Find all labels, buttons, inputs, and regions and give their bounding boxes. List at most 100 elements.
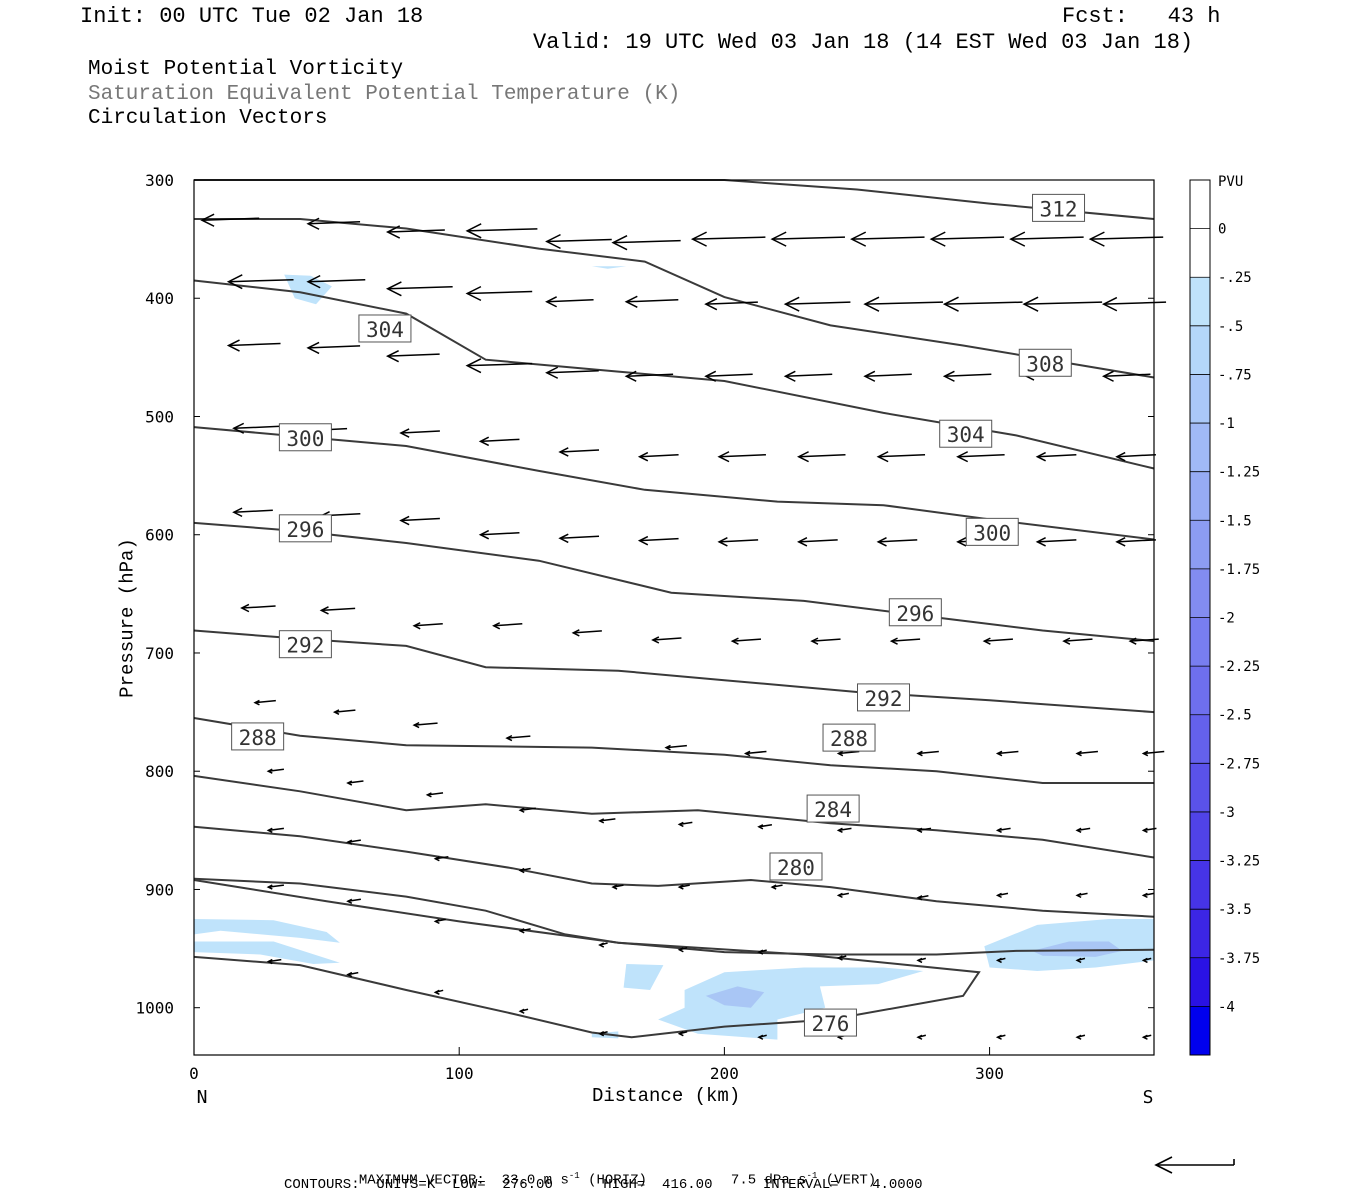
vector-head <box>836 892 843 899</box>
vector-arrow-1-3 <box>465 223 538 239</box>
vector-arrow-5-2 <box>399 515 440 526</box>
vector-shaft <box>639 453 679 458</box>
colorbar-label-7: -1.75 <box>1218 562 1260 578</box>
vector-arrow-2-10 <box>1022 296 1103 312</box>
vector-shaft <box>626 299 679 303</box>
vector-head <box>836 955 843 961</box>
vector-head <box>876 451 889 463</box>
contour-label-text: 304 <box>947 423 985 447</box>
vector-shaft <box>387 353 440 357</box>
vector-shaft <box>811 638 841 642</box>
vector-shaft <box>559 535 600 540</box>
vector-head <box>545 233 561 250</box>
vector-arrow-3-0 <box>226 339 281 352</box>
vector-head <box>558 447 569 457</box>
vector-arrow-6-1 <box>319 606 356 615</box>
vector-arrow-3-6 <box>704 370 753 382</box>
vector-head <box>995 892 1002 899</box>
vector-head <box>743 750 751 757</box>
vector-head <box>916 750 923 757</box>
contour-label-e2: 296 <box>278 514 332 543</box>
vector-shaft <box>1116 539 1156 543</box>
vector-shaft <box>891 638 921 642</box>
vector-head <box>730 637 739 645</box>
vector-head <box>889 637 898 645</box>
vector-arrow-7-4 <box>664 744 687 751</box>
vector-head <box>478 529 490 540</box>
vector-shaft <box>573 630 602 634</box>
contour-label-box <box>822 723 876 752</box>
colorbar-cell-14 <box>1190 860 1210 910</box>
vector-arrow-4-0 <box>232 422 281 434</box>
vector-shaft <box>944 301 1023 305</box>
y-tick-label-700: 700 <box>145 644 174 663</box>
vector-head <box>1088 231 1105 247</box>
vector-arrow-2-1 <box>306 274 366 289</box>
contour-label-c9: 308 <box>1018 348 1072 377</box>
vector-head <box>385 281 402 297</box>
vector-head <box>757 1034 764 1040</box>
vector-arrow-11-1 <box>346 971 359 978</box>
vector-head <box>399 515 410 526</box>
init-time: Init: 00 UTC Tue 02 Jan 18 <box>80 4 424 29</box>
vector-head <box>266 827 273 834</box>
vector-shaft <box>719 539 759 543</box>
vector-arrow-6-10 <box>1062 637 1093 645</box>
vector-shaft <box>639 537 679 542</box>
colorbar-label-3: -.75 <box>1218 367 1252 383</box>
vector-shaft <box>347 780 364 784</box>
contour-label-text: 300 <box>286 427 324 451</box>
title-vectors: Circulation Vectors <box>88 107 328 130</box>
contour-label-text: 288 <box>239 726 277 750</box>
vector-shaft <box>414 623 443 627</box>
vector-shaft <box>997 750 1019 755</box>
vector-arrow-10-5 <box>677 947 688 953</box>
vector-arrow-2-5 <box>624 295 679 308</box>
colorbar-cell-5 <box>1190 423 1210 472</box>
vector-head <box>385 350 399 363</box>
vector-arrow-6-0 <box>240 603 276 613</box>
vector-arrow-9-11 <box>1141 892 1154 899</box>
vector-head <box>346 780 353 786</box>
vector-head <box>346 971 353 978</box>
vector-arrow-11-11 <box>1141 1034 1152 1040</box>
vector-shaft <box>851 236 925 240</box>
vector-arrow-1-8 <box>850 231 925 247</box>
vector-head <box>677 1031 684 1037</box>
vector-shaft <box>732 638 762 642</box>
vector-head <box>757 824 764 830</box>
contour-label-box <box>939 419 993 448</box>
vector-head <box>995 827 1002 834</box>
vector-arrow-1-6 <box>690 231 766 247</box>
contour-label-text: 300 <box>973 521 1011 545</box>
axes: 300 400 500 600 700 800 900 1000 0 100 200 300 N S <box>135 171 1154 1108</box>
vector-head <box>624 370 637 382</box>
vector-head <box>704 297 718 311</box>
vector-arrow-7-8 <box>995 750 1019 757</box>
vector-shaft <box>268 884 284 888</box>
vector-shaft <box>838 750 860 755</box>
colorbar-label-11: -2.75 <box>1218 756 1260 772</box>
title-theta-es: Saturation Equivalent Potential Temperat… <box>88 83 681 106</box>
vector-head <box>664 744 671 751</box>
vector-head <box>770 884 777 890</box>
vector-arrow-5-11 <box>1115 537 1156 547</box>
colorbar-label-6: -1.5 <box>1218 513 1252 529</box>
vector-shaft <box>613 239 681 244</box>
contour-label-box <box>769 852 823 881</box>
vector-arrow-8-5 <box>677 821 693 828</box>
vector-head <box>611 884 618 890</box>
y-tick-label-800: 800 <box>145 762 174 781</box>
pv-region-4 <box>623 964 664 990</box>
vector-head <box>266 884 273 890</box>
vector-arrow-9-9 <box>995 892 1009 899</box>
vector-shaft <box>785 301 851 305</box>
vector-head <box>1075 750 1082 757</box>
vector-head <box>717 537 728 547</box>
vector-arrow-2-3 <box>465 285 533 302</box>
circulation-vectors <box>200 213 1167 1040</box>
colorbar-cell-0 <box>1190 180 1210 229</box>
vector-head <box>518 1008 525 1014</box>
x-tick-label-300: 300 <box>975 1064 1004 1083</box>
vector-head <box>332 709 340 715</box>
